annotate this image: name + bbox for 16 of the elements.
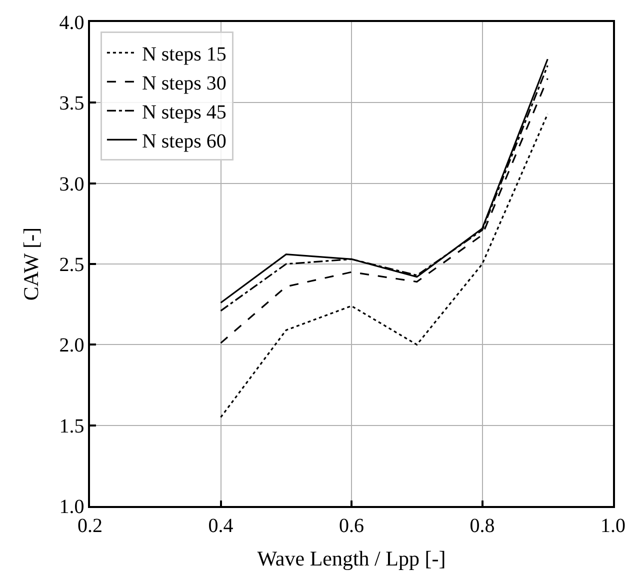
x-tick-label: 0.4 bbox=[208, 514, 234, 537]
y-tick-label: 4.0 bbox=[59, 12, 84, 34]
y-tick-label: 2.5 bbox=[59, 254, 84, 276]
y-tick-label: 3.0 bbox=[59, 173, 84, 196]
x-tick-label: 0.6 bbox=[339, 514, 364, 537]
x-axis-title: Wave Length / Lpp [-] bbox=[257, 546, 446, 570]
legend-label: N steps 15 bbox=[142, 43, 226, 66]
x-tick-label: 0.8 bbox=[470, 514, 495, 537]
legend-label: N steps 60 bbox=[142, 130, 226, 152]
y-tick-label: 3.5 bbox=[59, 92, 84, 115]
y-tick-label: 2.0 bbox=[59, 334, 84, 357]
legend-label: N steps 45 bbox=[142, 101, 226, 124]
y-axis-title: CAW [-] bbox=[18, 227, 43, 301]
y-tick-label: 1.5 bbox=[59, 415, 84, 438]
x-tick-label: 1.0 bbox=[600, 514, 626, 537]
legend-label: N steps 30 bbox=[142, 72, 226, 94]
